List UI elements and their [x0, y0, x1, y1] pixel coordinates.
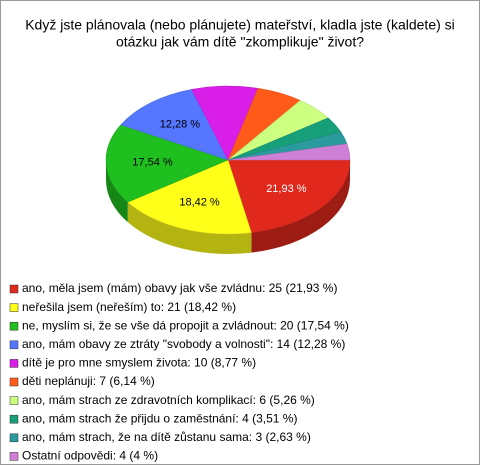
legend-label: ano, mám strach ze zdravotních komplikac…: [22, 393, 315, 407]
legend-swatch: [9, 340, 19, 350]
legend-swatch: [9, 414, 19, 424]
slice-label: 12,28 %: [160, 118, 201, 130]
legend-label: ano, mám obavy ze ztráty "svobody a voln…: [22, 337, 345, 351]
legend-swatch: [9, 303, 19, 312]
legend-swatch: [9, 433, 19, 443]
legend-swatch: [9, 377, 19, 387]
chart-title: Když jste plánovala (nebo plánujete) mat…: [25, 17, 455, 33]
legend-label: ano, mám strach že přijdu o zaměstnání: …: [22, 411, 297, 425]
slice-label: 18,42 %: [179, 196, 220, 208]
legend-swatch: [9, 284, 19, 294]
legend-swatch: [9, 452, 19, 461]
slice-side: [106, 160, 128, 223]
legend-swatch: [9, 359, 19, 368]
slice-label: 17,54 %: [132, 156, 173, 168]
slice-side: [251, 160, 350, 253]
slice-label: 21,93 %: [266, 183, 307, 195]
legend-swatch: [9, 321, 19, 331]
slice: [105, 124, 229, 203]
slice: [127, 159, 252, 235]
slice: [227, 143, 351, 161]
legend-swatch: [9, 396, 19, 405]
slice: [120, 89, 229, 161]
legend-label: dítě je pro mne smyslem života: 10 (8,77…: [22, 356, 256, 370]
slice: [227, 159, 351, 233]
legend-label: děti neplánuji: 7 (6,14 %): [22, 374, 155, 388]
legend-label: ano, měla jsem (mám) obavy jak vše zvlád…: [22, 281, 337, 295]
legend-label: Ostatní odpovědi: 4 (4 %): [22, 449, 158, 463]
chart-title: otázku jak vám dítě "zkomplikuje" život?: [116, 34, 364, 50]
slice-side: [127, 202, 252, 254]
legend-label: ano, mám strach, že na dítě zůstanu sama…: [22, 430, 311, 444]
legend-label: neřešila jsem (neřeším) to: 21 (18,42 %): [22, 300, 236, 314]
legend-label: ne, myslím si, že se vše dá propojit a z…: [22, 318, 349, 332]
